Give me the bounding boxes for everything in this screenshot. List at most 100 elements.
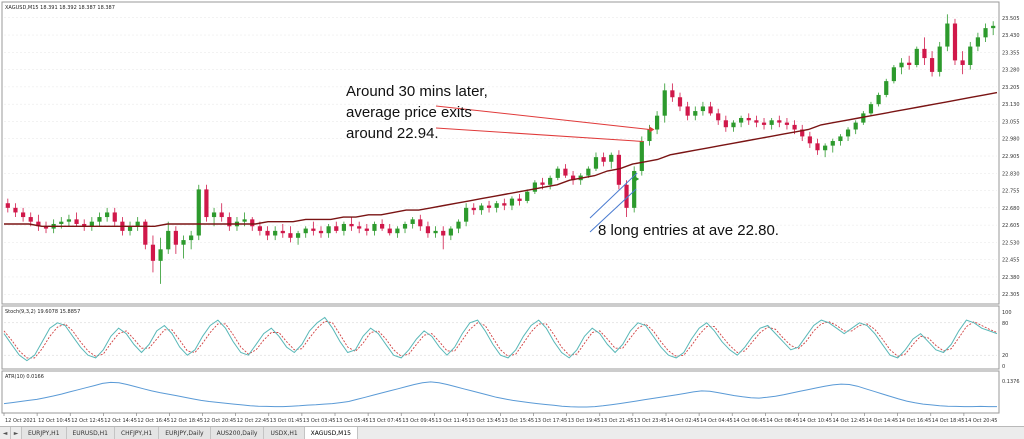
candle-body: [830, 141, 835, 146]
tab-chfjpy-h1[interactable]: CHFJPY,H1: [114, 427, 160, 439]
candle-body: [250, 219, 255, 227]
candle-body: [166, 230, 171, 250]
tab-aus200-daily[interactable]: AUS200,Daily: [210, 427, 265, 439]
price-tick-label: 22.380: [1002, 275, 1020, 281]
candle-body: [82, 223, 87, 227]
candle-body: [876, 94, 881, 105]
time-tick-label: 13 Oct 17:45: [535, 418, 568, 424]
time-tick-label: 12 Oct 10:45: [38, 418, 71, 424]
candle-body: [945, 23, 950, 47]
candle-body: [464, 207, 469, 222]
candle-body: [960, 60, 965, 65]
candle-body: [295, 233, 301, 238]
candle-body: [563, 168, 568, 176]
candle-body: [555, 168, 560, 178]
trade-annotations: Around 30 mins later, average price exit…: [346, 83, 779, 239]
time-tick-label: 14 Oct 16:45: [899, 418, 932, 424]
exit-marker-icon: [649, 126, 655, 133]
exit-annotation-line-1: Around 30 mins later,: [346, 83, 488, 100]
candle-body: [929, 58, 935, 72]
candle-body: [975, 37, 981, 47]
price-tick-label: 23.130: [1002, 102, 1020, 108]
atr-line: [3, 381, 997, 408]
chart-canvas: XAGUSD,M15 18.391 18.392 18.387 18.387 2…: [1, 1, 1020, 424]
tab-scroll-left[interactable]: ◄: [0, 427, 11, 439]
candle-body: [693, 111, 698, 116]
time-tick-label: 14 Oct 14:45: [866, 418, 899, 424]
candle-body: [364, 228, 369, 231]
candle-body: [265, 230, 270, 236]
price-tick-label: 22.980: [1002, 137, 1020, 143]
price-tick-label: 22.605: [1002, 223, 1020, 229]
price-panel[interactable]: XAGUSD,M15 18.391 18.392 18.387 18.387 2…: [1, 1, 1020, 305]
candle-body: [540, 182, 545, 185]
candle-body: [257, 226, 262, 231]
time-tick-label: 14 Oct 12:45: [833, 418, 866, 424]
atr-panel[interactable]: ATR(10) 0.0166 0.1376: [1, 370, 1020, 414]
candle-body: [395, 228, 400, 234]
candle-body: [448, 228, 453, 236]
candle-body: [418, 219, 423, 227]
candle-body: [624, 184, 629, 208]
tab-usdx-h1[interactable]: USDX,H1: [264, 427, 305, 439]
tab-eurusd-h1[interactable]: EURUSD,H1: [66, 427, 115, 439]
candle-body: [868, 104, 874, 114]
price-tick-label: 23.055: [1002, 119, 1020, 125]
candle-body: [891, 67, 896, 82]
candle-body: [991, 25, 996, 29]
candle-body: [838, 136, 843, 142]
candle-body: [181, 240, 186, 245]
candle-body: [441, 230, 446, 236]
price-tick-label: 23.430: [1002, 33, 1020, 39]
candle-body: [761, 122, 767, 125]
exit-arrow: [435, 105, 650, 131]
candle-body: [425, 226, 431, 234]
tab-xagusd-m15[interactable]: XAGUSD,M15: [304, 427, 358, 439]
candle-body: [952, 23, 958, 61]
arrow-right-icon: ►: [13, 429, 19, 437]
exit-annotation-line-2: average price exits: [346, 104, 472, 121]
price-tick-label: 22.305: [1002, 292, 1020, 298]
stochastic-panel[interactable]: Stoch(9,3,2) 19.6078 15.8857 100 80 20 0: [1, 305, 1012, 370]
time-tick-label: 13 Oct 15:45: [502, 418, 535, 424]
tab-scroll-right[interactable]: ►: [11, 427, 22, 439]
candle-body: [593, 157, 599, 169]
candle-body: [784, 122, 790, 125]
entry-arrow: [589, 172, 638, 219]
price-tick-label: 22.530: [1002, 240, 1020, 246]
tab-eurjpy-daily[interactable]: EURJPY,Daily: [159, 427, 211, 439]
symbol-tab-bar: ◄ ► EURJPY,H1 EURUSD,H1 CHFJPY,H1 EURJPY…: [0, 426, 1024, 439]
stochastic-tick-label: 0: [1002, 364, 1005, 370]
candle-body: [303, 228, 308, 234]
candle-body: [548, 177, 553, 185]
time-tick-label: 14 Oct 18:45: [932, 418, 965, 424]
candle-body: [494, 203, 499, 208]
atr-tick-label: 0.1376: [1002, 379, 1020, 385]
candle-body: [677, 97, 683, 107]
candle-body: [532, 182, 537, 192]
price-tick-label: 23.355: [1002, 50, 1020, 56]
price-tick-label: 23.205: [1002, 85, 1020, 91]
time-tick-label: 12 Oct 20:45: [204, 418, 237, 424]
stochastic-tick-label: 80: [1002, 321, 1008, 327]
candle-body: [211, 212, 217, 218]
candle-body: [288, 233, 293, 238]
candle-body: [639, 141, 644, 171]
candle-body: [907, 62, 912, 65]
time-tick-label: 13 Oct 13:45: [468, 418, 501, 424]
candle-body: [189, 235, 194, 241]
candle-body: [479, 205, 484, 211]
atr-panel-frame: [1, 370, 1000, 414]
tab-eurjpy-h1[interactable]: EURJPY,H1: [22, 427, 67, 439]
candle-body: [471, 207, 476, 211]
candle-body: [89, 221, 94, 227]
candle-body: [341, 223, 347, 231]
candle-body: [654, 115, 660, 130]
price-tick-label: 23.280: [1002, 68, 1020, 74]
symbol-header: XAGUSD,M15 18.391 18.392 18.387 18.387: [5, 5, 115, 11]
time-tick-label: 12 Oct 14:45: [104, 418, 137, 424]
arrow-left-icon: ◄: [2, 429, 8, 437]
time-tick-label: 13 Oct 07:45: [369, 418, 402, 424]
candle-body: [861, 113, 866, 123]
candle-body: [20, 212, 26, 218]
